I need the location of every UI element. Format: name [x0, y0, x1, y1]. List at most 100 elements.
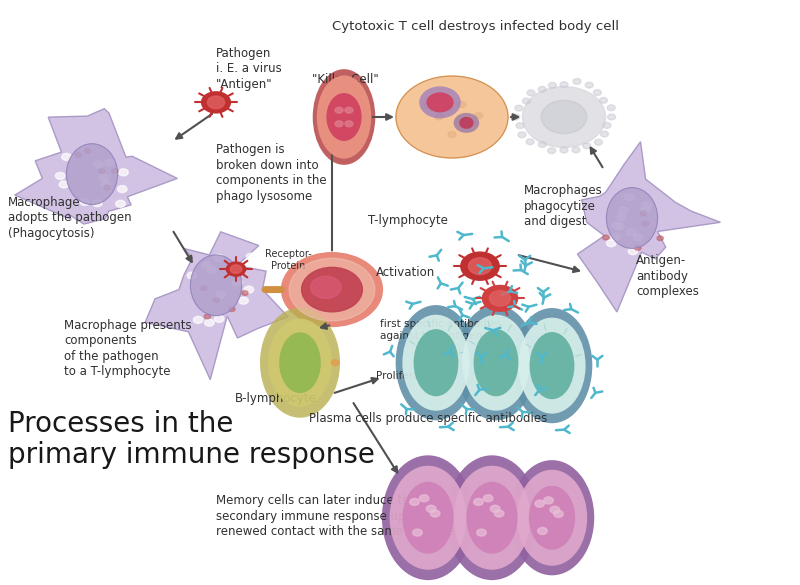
Circle shape — [461, 252, 499, 280]
Text: Macrophage
adopts the pathogen
(Phagocytosis): Macrophage adopts the pathogen (Phagocyt… — [8, 196, 132, 240]
Circle shape — [410, 498, 419, 505]
Circle shape — [238, 297, 248, 304]
Circle shape — [657, 236, 663, 240]
Circle shape — [483, 495, 493, 502]
Circle shape — [494, 510, 504, 517]
Text: Pathogen
i. E. a virus
"Antigen": Pathogen i. E. a virus "Antigen" — [216, 47, 282, 91]
Circle shape — [458, 102, 466, 108]
Circle shape — [101, 181, 110, 188]
Ellipse shape — [66, 144, 118, 205]
Ellipse shape — [402, 315, 470, 411]
Circle shape — [112, 168, 118, 173]
Circle shape — [216, 291, 226, 298]
Ellipse shape — [382, 455, 474, 580]
Circle shape — [538, 142, 546, 147]
Ellipse shape — [326, 93, 362, 141]
Polygon shape — [14, 109, 178, 224]
Circle shape — [214, 315, 224, 322]
Circle shape — [544, 497, 554, 504]
Ellipse shape — [529, 486, 575, 550]
Circle shape — [335, 121, 343, 127]
Circle shape — [490, 291, 510, 306]
Circle shape — [603, 122, 611, 128]
Circle shape — [246, 253, 256, 260]
Circle shape — [118, 169, 128, 176]
Ellipse shape — [459, 117, 474, 129]
Circle shape — [522, 87, 606, 147]
Text: first specific antibodies
against the antigen: first specific antibodies against the an… — [380, 319, 502, 341]
Ellipse shape — [402, 481, 454, 554]
Ellipse shape — [512, 308, 592, 423]
Circle shape — [550, 506, 560, 513]
Circle shape — [426, 505, 436, 512]
Circle shape — [233, 279, 242, 286]
Ellipse shape — [474, 329, 518, 396]
Text: Receptor-
Protein: Receptor- Protein — [265, 249, 311, 271]
Text: Antigen-
antibody
complexes: Antigen- antibody complexes — [636, 254, 699, 298]
Circle shape — [93, 199, 102, 207]
Ellipse shape — [426, 92, 454, 112]
Circle shape — [94, 161, 103, 168]
Ellipse shape — [454, 113, 479, 133]
Circle shape — [526, 139, 534, 144]
Circle shape — [80, 198, 90, 205]
Text: B-lymphocyte: B-lymphocyte — [235, 392, 317, 405]
Circle shape — [424, 102, 432, 108]
Ellipse shape — [419, 87, 461, 118]
Text: Proliferation: Proliferation — [376, 371, 440, 381]
Ellipse shape — [396, 305, 476, 420]
Text: Plasma cells produce specific antibodies: Plasma cells produce specific antibodies — [309, 412, 547, 425]
Circle shape — [548, 82, 556, 88]
Ellipse shape — [517, 470, 587, 566]
Circle shape — [514, 105, 522, 111]
Circle shape — [634, 234, 643, 241]
Circle shape — [75, 153, 82, 157]
Circle shape — [611, 222, 621, 229]
Circle shape — [448, 132, 456, 137]
Circle shape — [642, 201, 651, 208]
Circle shape — [608, 114, 616, 120]
Circle shape — [642, 222, 649, 226]
Circle shape — [230, 265, 242, 273]
Circle shape — [396, 76, 508, 158]
Circle shape — [206, 267, 216, 274]
Circle shape — [469, 258, 491, 274]
Circle shape — [204, 314, 210, 319]
Text: Activation: Activation — [376, 266, 435, 279]
Circle shape — [616, 214, 626, 221]
Ellipse shape — [530, 332, 574, 399]
Ellipse shape — [462, 315, 530, 411]
Circle shape — [573, 78, 581, 84]
Circle shape — [518, 132, 526, 137]
Circle shape — [512, 114, 520, 120]
Circle shape — [594, 139, 602, 145]
Circle shape — [59, 181, 69, 188]
Circle shape — [548, 148, 556, 154]
Circle shape — [527, 90, 535, 96]
Circle shape — [640, 211, 646, 216]
Text: Macrophages
phagocytize
and digest: Macrophages phagocytize and digest — [524, 184, 602, 228]
Circle shape — [626, 228, 636, 235]
Circle shape — [345, 121, 353, 127]
Circle shape — [618, 207, 628, 214]
Circle shape — [541, 100, 587, 134]
Ellipse shape — [456, 305, 536, 420]
Circle shape — [585, 82, 593, 88]
Circle shape — [194, 316, 203, 324]
Text: Processes in the
primary immune response: Processes in the primary immune response — [8, 410, 375, 469]
Circle shape — [599, 98, 607, 104]
Circle shape — [201, 286, 207, 291]
Circle shape — [187, 272, 197, 279]
Circle shape — [634, 246, 641, 250]
Ellipse shape — [279, 332, 321, 393]
Circle shape — [331, 360, 339, 366]
Circle shape — [560, 147, 568, 153]
Circle shape — [445, 105, 453, 111]
Ellipse shape — [446, 455, 538, 580]
Circle shape — [289, 258, 375, 321]
Circle shape — [213, 298, 219, 302]
Circle shape — [282, 253, 382, 326]
Circle shape — [538, 87, 546, 92]
Polygon shape — [578, 142, 721, 312]
Circle shape — [430, 510, 440, 517]
